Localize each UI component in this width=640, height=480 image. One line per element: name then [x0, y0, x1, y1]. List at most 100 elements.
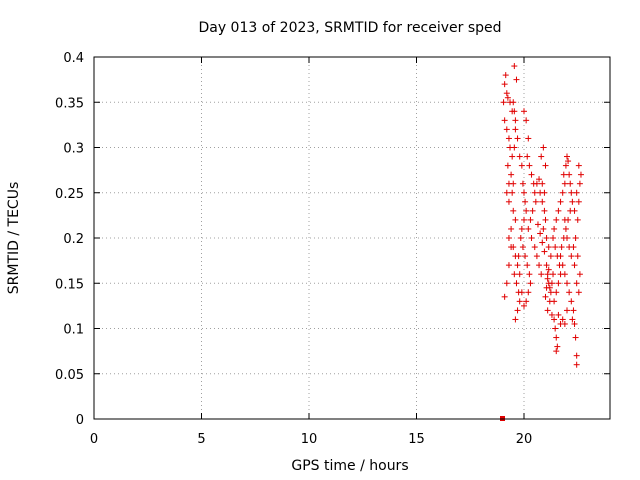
data-point — [518, 289, 525, 296]
data-point — [512, 117, 519, 124]
y-tick-label: 0.35 — [55, 96, 84, 111]
data-point — [504, 162, 511, 169]
data-point — [564, 235, 570, 241]
data-point — [516, 153, 523, 160]
data-point — [516, 298, 523, 305]
data-point — [547, 289, 554, 296]
data-point — [512, 216, 519, 223]
data-point — [564, 153, 570, 160]
data-point — [573, 352, 580, 359]
data-point — [501, 117, 508, 124]
data-point — [514, 262, 521, 269]
data-point — [542, 216, 549, 223]
data-point — [542, 162, 549, 169]
data-point — [540, 225, 547, 232]
data-point — [527, 216, 534, 223]
y-tick-label: 0.2 — [63, 232, 84, 247]
data-point — [566, 171, 573, 178]
y-axis-title: SRMTID / TECUs — [6, 182, 22, 295]
data-point — [513, 280, 520, 287]
data-point — [576, 271, 583, 278]
data-point — [508, 225, 515, 232]
data-point — [533, 253, 540, 260]
y-tick-label: 0.1 — [63, 323, 84, 338]
data-point — [519, 180, 526, 187]
data-point — [518, 162, 525, 169]
data-points — [500, 63, 584, 421]
data-point — [521, 302, 527, 309]
data-point — [555, 311, 562, 318]
data-point — [550, 271, 557, 278]
data-point — [572, 334, 579, 341]
data-point — [525, 289, 532, 296]
x-tick-label: 20 — [516, 432, 533, 447]
data-point — [511, 63, 518, 70]
data-point — [505, 198, 512, 205]
data-point — [577, 171, 584, 178]
data-point — [543, 235, 550, 241]
data-point — [569, 198, 576, 205]
data-point — [564, 280, 570, 287]
data-point — [514, 135, 521, 142]
data-point — [571, 320, 578, 327]
data-point — [540, 144, 547, 151]
data-point — [521, 189, 527, 196]
data-point — [551, 298, 558, 305]
data-point — [512, 126, 519, 133]
data-point — [566, 244, 573, 251]
x-tick-label: 10 — [301, 432, 318, 447]
plot-frame — [93, 56, 611, 420]
data-point — [567, 180, 574, 187]
data-point — [553, 216, 560, 223]
data-point — [505, 135, 512, 142]
y-tick-label: 0 — [76, 413, 84, 428]
data-point — [519, 244, 526, 251]
data-point — [568, 298, 575, 305]
data-point — [510, 207, 517, 214]
data-point — [536, 262, 543, 269]
y-tick-label: 0.05 — [55, 368, 84, 383]
data-point — [521, 216, 527, 223]
data-point — [561, 180, 568, 187]
data-point — [542, 293, 549, 300]
data-point — [541, 189, 548, 196]
data-point — [571, 207, 578, 214]
data-point — [505, 235, 512, 241]
x-tick-label: 0 — [90, 432, 98, 447]
y-axis-ticks: 0 0.05 0.1 0.15 0.2 0.25 0.3 0.35 0.4 — [55, 51, 610, 428]
data-point — [555, 207, 562, 214]
data-point — [543, 284, 550, 291]
data-point — [564, 307, 570, 314]
data-point — [511, 144, 518, 151]
data-point — [514, 307, 521, 314]
data-point — [574, 216, 581, 223]
data-point — [508, 171, 515, 178]
data-point — [509, 108, 516, 115]
data-point — [523, 207, 530, 214]
data-point — [512, 316, 519, 323]
data-point — [504, 94, 511, 101]
data-point — [525, 135, 532, 142]
data-point — [553, 289, 560, 296]
data-point — [523, 117, 530, 124]
data-point — [551, 316, 558, 323]
data-point — [548, 280, 555, 287]
data-point — [575, 198, 582, 205]
data-point — [522, 198, 529, 205]
data-point — [573, 189, 580, 196]
data-point — [572, 235, 579, 241]
data-point — [545, 266, 552, 273]
data-point — [531, 244, 538, 251]
data-point — [528, 171, 535, 178]
data-point — [557, 198, 564, 205]
x-tick-label: 15 — [408, 432, 425, 447]
grid-lines — [94, 57, 610, 419]
data-point — [551, 225, 558, 232]
data-point — [541, 248, 548, 255]
data-point — [562, 162, 569, 169]
data-point — [543, 262, 550, 269]
data-point — [548, 311, 555, 318]
data-point — [553, 348, 560, 355]
data-point — [527, 280, 534, 287]
